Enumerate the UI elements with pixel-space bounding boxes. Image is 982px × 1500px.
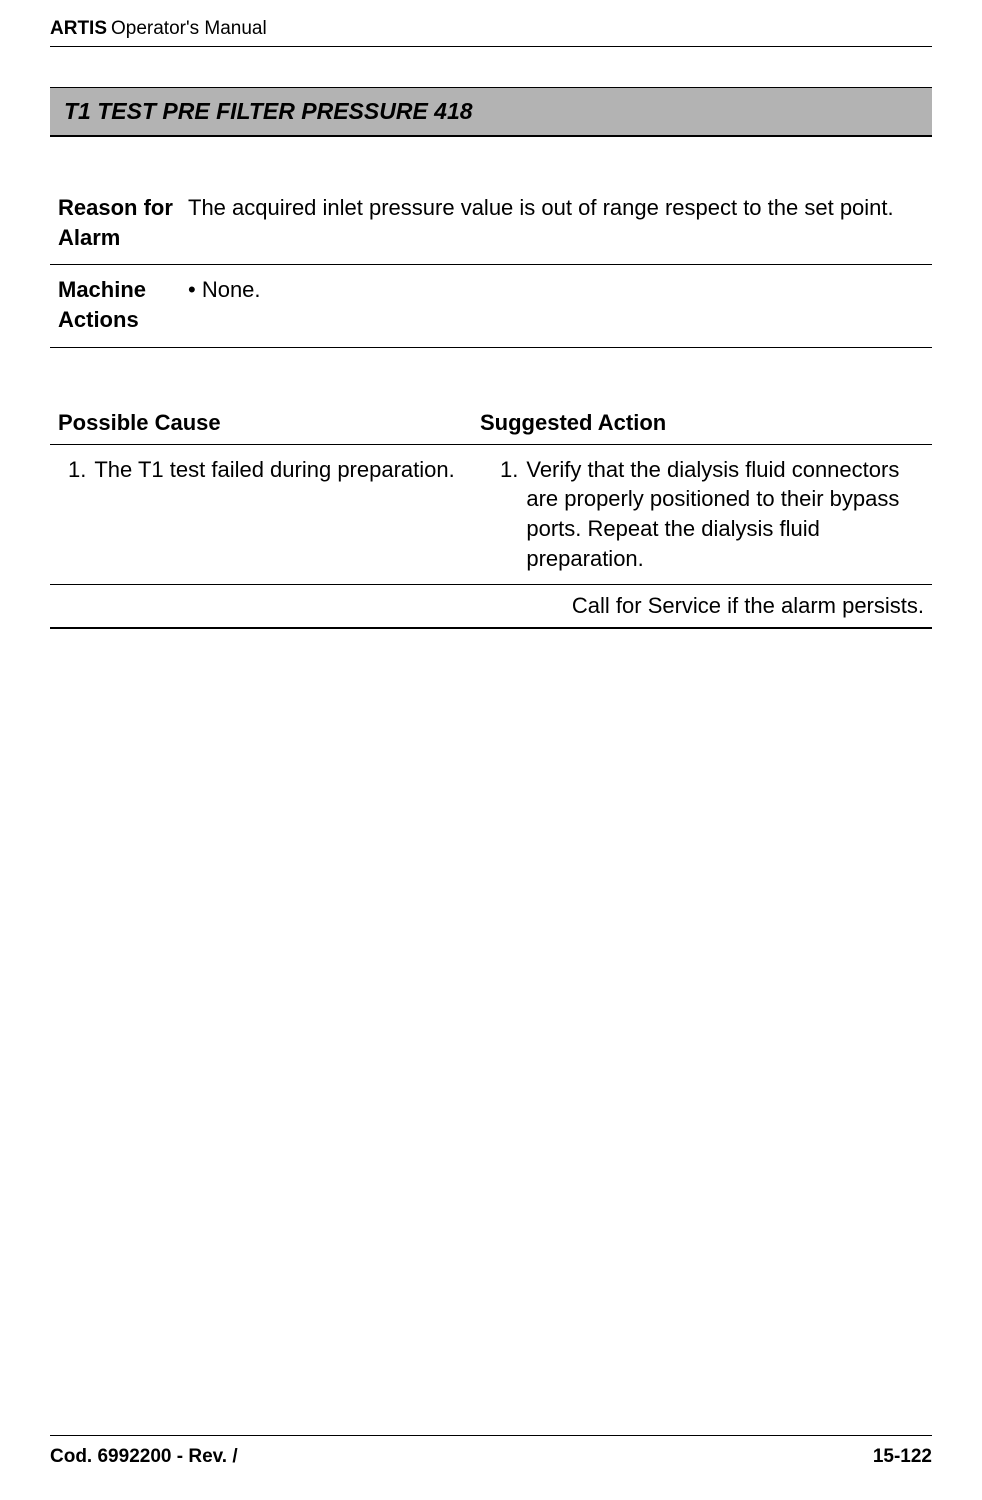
suggested-action-header: Suggested Action: [480, 410, 932, 436]
header-product-name: ARTIS: [50, 18, 107, 40]
page-header: ARTIS Operator's Manual: [50, 18, 932, 47]
alarm-info-table: Reason for Alarm The acquired inlet pres…: [50, 183, 932, 348]
reason-row: Reason for Alarm The acquired inlet pres…: [50, 183, 932, 265]
action-text: Verify that the dialysis fluid connector…: [526, 455, 924, 574]
footer-page-number: 15-122: [873, 1446, 932, 1468]
suggested-action-cell: 1. Verify that the dialysis fluid connec…: [480, 455, 932, 574]
action-number: 1.: [500, 455, 518, 574]
cause-action-row: 1. The T1 test failed during preparation…: [50, 445, 932, 585]
machine-actions-value: • None.: [188, 275, 932, 305]
header-doc-title: Operator's Manual: [111, 18, 267, 40]
cause-action-header: Possible Cause Suggested Action: [50, 410, 932, 445]
cause-action-final-row: Call for Service if the alarm persists.: [50, 585, 932, 629]
possible-cause-cell: 1. The T1 test failed during preparation…: [50, 455, 480, 574]
footer-doc-code: Cod. 6992200 - Rev. /: [50, 1446, 238, 1468]
possible-cause-header: Possible Cause: [50, 410, 480, 436]
reason-label: Reason for Alarm: [58, 193, 188, 252]
page-footer: Cod. 6992200 - Rev. / 15-122: [50, 1435, 932, 1468]
reason-value: The acquired inlet pressure value is out…: [188, 193, 932, 223]
machine-actions-label: Machine Actions: [58, 275, 188, 334]
cause-number: 1.: [68, 455, 86, 574]
section-heading: T1 TEST PRE FILTER PRESSURE 418: [50, 87, 932, 137]
machine-actions-row: Machine Actions • None.: [50, 265, 932, 347]
cause-text: The T1 test failed during preparation.: [94, 455, 454, 574]
page: ARTIS Operator's Manual T1 TEST PRE FILT…: [0, 0, 982, 1500]
cause-action-table: Possible Cause Suggested Action 1. The T…: [50, 410, 932, 629]
service-note: Call for Service if the alarm persists.: [50, 593, 932, 619]
